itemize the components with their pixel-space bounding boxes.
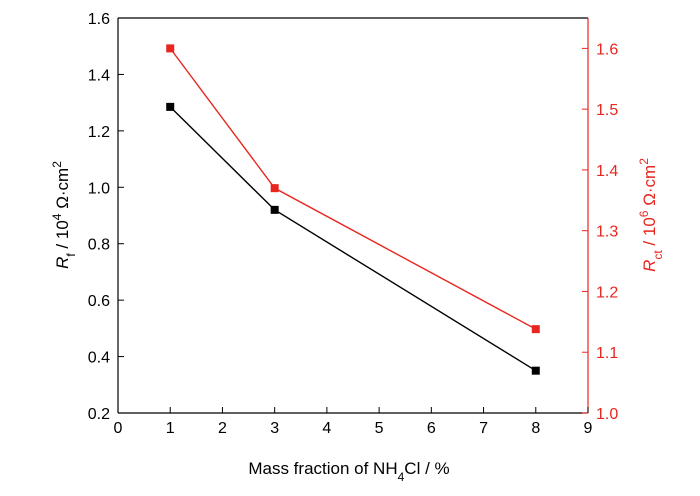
x-tick-label: 8 xyxy=(531,420,540,437)
x-tick-label: 2 xyxy=(218,420,227,437)
y-left-tick-label: 1.4 xyxy=(88,67,110,84)
x-tick-label: 9 xyxy=(584,420,593,437)
y-left-tick-label: 1.6 xyxy=(88,11,110,28)
x-tick-label: 4 xyxy=(322,420,331,437)
y-left-tick-label: 1.0 xyxy=(88,180,110,197)
y-right-tick-label: 1.0 xyxy=(596,406,618,423)
data-point-right xyxy=(166,44,175,53)
data-point-left xyxy=(531,366,540,375)
y-left-tick-label: 1.2 xyxy=(88,124,110,141)
y-axis-right-title: Rct / 106 Ω·cm2 xyxy=(637,158,665,272)
axis-labels: Mass fraction of NH4Cl / % Rf / 104 Ω·cm… xyxy=(50,158,665,484)
data-point-right xyxy=(531,325,540,334)
x-tick-label: 6 xyxy=(427,420,436,437)
y-right-tick-label: 1.5 xyxy=(596,102,618,119)
y-right-tick-label: 1.1 xyxy=(596,345,618,362)
x-tick-label: 3 xyxy=(270,420,279,437)
x-tick-label: 7 xyxy=(479,420,488,437)
y-right-tick-label: 1.6 xyxy=(596,41,618,58)
series-line-left xyxy=(169,106,537,372)
data-point-left xyxy=(166,102,175,111)
data-point-left xyxy=(270,205,279,214)
y-right-tick-label: 1.4 xyxy=(596,163,618,180)
series-line-right xyxy=(169,47,537,330)
series xyxy=(166,44,540,375)
y-right-tick-label: 1.3 xyxy=(596,224,618,241)
y-left-tick-label: 0.2 xyxy=(88,406,110,423)
y-left-tick-label: 0.8 xyxy=(88,237,110,254)
y-right-tick-label: 1.2 xyxy=(596,284,618,301)
y-left-tick-label: 0.4 xyxy=(88,350,110,367)
axes: 0 1 2 3 4 5 6 7 8 9 0.2 0.4 0.6 0.8 1.0 1.2 1.4 1.6 1.0 1.1… xyxy=(88,11,619,437)
x-axis-title: Mass fraction of NH4Cl / % xyxy=(248,459,449,484)
y-axis-left-title: Rf / 104 Ω·cm2 xyxy=(50,161,78,269)
x-tick-label: 5 xyxy=(375,420,384,437)
y-left-tick-label: 0.6 xyxy=(88,293,110,310)
x-tick-label: 1 xyxy=(166,420,175,437)
data-point-right xyxy=(270,184,279,193)
x-tick-label: 0 xyxy=(114,420,123,437)
